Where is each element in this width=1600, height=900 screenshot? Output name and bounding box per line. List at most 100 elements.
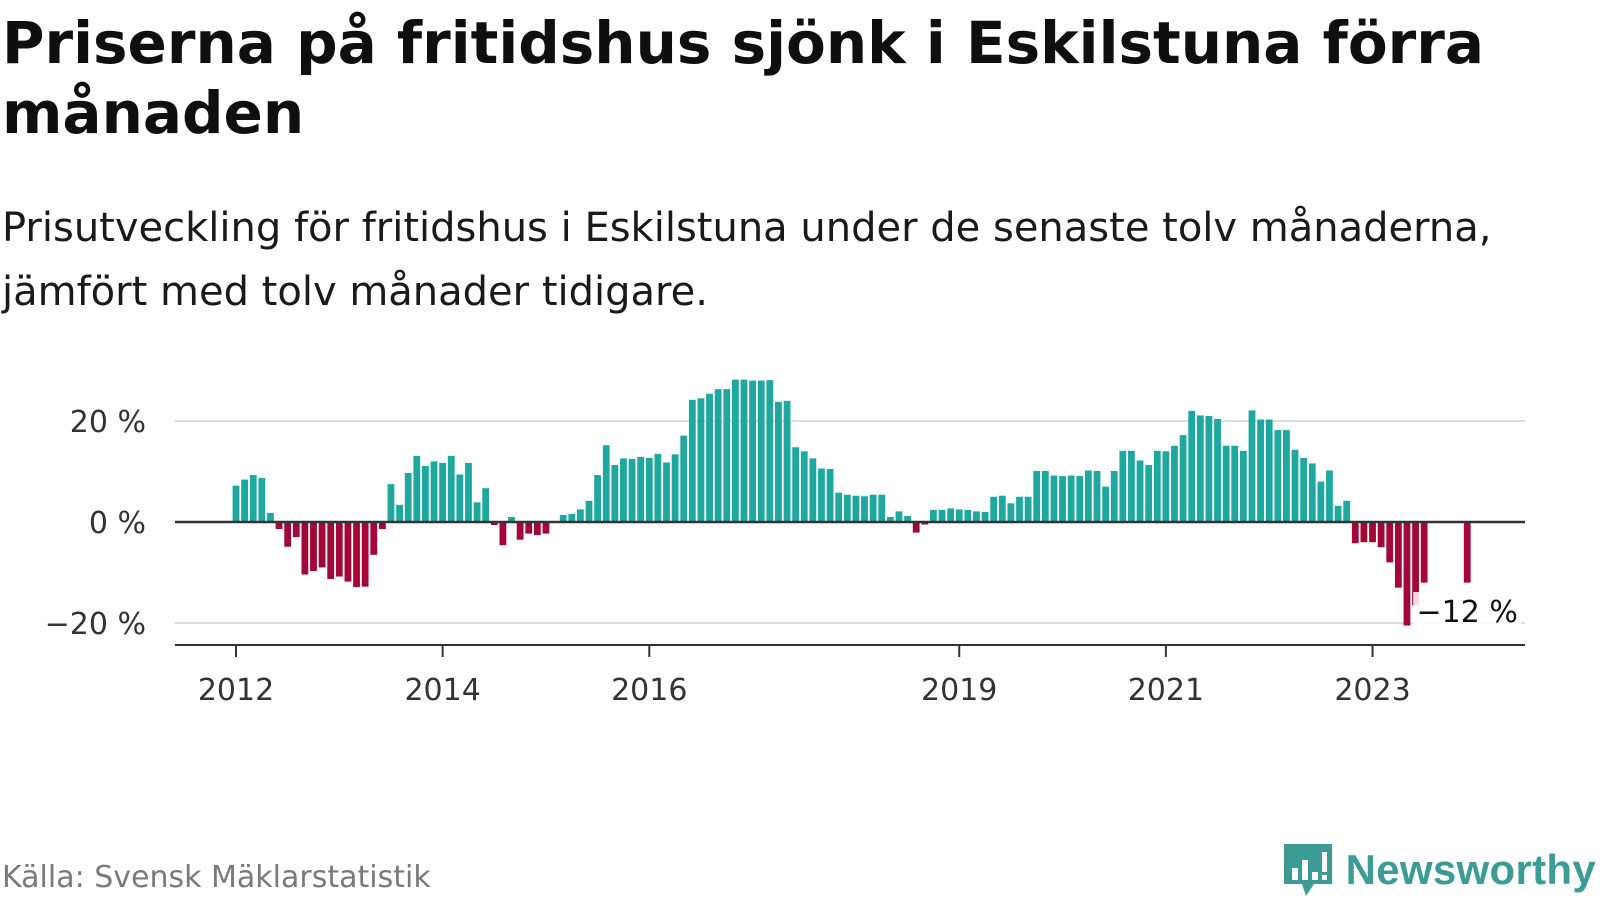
- bar: [1162, 451, 1170, 522]
- bar: [1463, 522, 1471, 583]
- bar: [912, 522, 920, 533]
- x-tick-label: 2021: [1128, 673, 1204, 708]
- x-tick-label: 2016: [611, 673, 687, 708]
- bar: [688, 399, 696, 522]
- bar: [981, 511, 989, 522]
- bar: [1179, 435, 1187, 522]
- bar: [525, 522, 533, 534]
- bar: [585, 500, 593, 522]
- bar: [1360, 522, 1368, 543]
- bar: [904, 515, 911, 522]
- bar: [559, 514, 567, 522]
- bar: [645, 457, 653, 522]
- bar: [258, 478, 266, 522]
- bar: [361, 522, 369, 587]
- bar: [1171, 445, 1178, 522]
- bar: [396, 504, 403, 522]
- bar: [473, 502, 481, 523]
- bar: [818, 468, 825, 522]
- bar: [1343, 500, 1351, 522]
- bar: [482, 488, 490, 523]
- bar: [775, 401, 782, 522]
- bar: [422, 465, 429, 522]
- bar: [1067, 475, 1075, 522]
- bar: [1016, 496, 1023, 522]
- bar: [465, 462, 472, 522]
- bar: [852, 495, 860, 522]
- bar: [706, 393, 713, 522]
- bar: [1007, 503, 1015, 522]
- bar: [878, 494, 886, 522]
- bar: [1300, 457, 1308, 522]
- bar: [990, 496, 998, 522]
- bar-chart: 20 % 0 % −20 % 2012 2014 2016 2019 2021 2023 −12 …: [45, 379, 1525, 708]
- bar: [1110, 471, 1118, 522]
- bar: [930, 509, 937, 522]
- bar: [921, 522, 929, 525]
- bar: [1205, 415, 1213, 522]
- x-tick-label: 2019: [921, 673, 997, 708]
- bar: [1257, 419, 1264, 523]
- bar: [430, 461, 438, 522]
- bar: [1102, 486, 1110, 522]
- bar: [826, 468, 834, 522]
- brand-logo: Newsworthy: [1280, 840, 1596, 900]
- bar: [232, 485, 240, 522]
- bar: [1231, 445, 1239, 522]
- bar: [843, 494, 851, 522]
- bar: [1188, 410, 1196, 522]
- bar: [947, 508, 955, 522]
- bar: [663, 462, 670, 522]
- bar: [1084, 470, 1092, 522]
- bar: [1239, 450, 1247, 522]
- bar: [292, 522, 300, 538]
- bar: [955, 509, 963, 523]
- bar: [895, 511, 903, 522]
- bar: [327, 522, 335, 580]
- bar: [637, 456, 645, 522]
- bar: [353, 522, 360, 588]
- bar: [783, 400, 791, 522]
- bar: [1377, 522, 1385, 548]
- y-tick-label: 0 %: [89, 506, 146, 541]
- bar: [370, 522, 378, 555]
- bar: [1136, 460, 1144, 522]
- bar: [1153, 450, 1161, 522]
- bar: [1308, 463, 1316, 522]
- bar: [1128, 450, 1135, 522]
- bar: [508, 516, 515, 522]
- annotation-background: [1413, 592, 1522, 628]
- bar: [697, 398, 705, 522]
- y-tick-label: −20 %: [45, 607, 146, 642]
- bar: [886, 516, 894, 522]
- bar: [1317, 481, 1325, 522]
- bar: [973, 511, 980, 522]
- chart-subtitle: Prisutveckling för fritidshus i Eskilstu…: [2, 205, 1492, 315]
- bar: [766, 380, 774, 523]
- bar: [869, 494, 877, 522]
- bar: [998, 495, 1006, 522]
- bar: [1326, 470, 1333, 522]
- bar: [1248, 410, 1256, 522]
- bar: [1420, 522, 1428, 583]
- bar: [938, 509, 946, 522]
- bar: [714, 389, 722, 522]
- bar: [516, 522, 524, 540]
- bar: [1214, 418, 1221, 522]
- bar: [1222, 445, 1230, 522]
- bar: [1196, 415, 1204, 522]
- bar: [413, 455, 421, 523]
- bar: [1351, 522, 1359, 544]
- bar: [310, 522, 317, 571]
- bar: [654, 453, 662, 522]
- bar: [1059, 476, 1066, 522]
- bar: [456, 474, 464, 522]
- bar: [439, 462, 447, 522]
- bar: [499, 522, 507, 546]
- bar: [792, 447, 800, 522]
- newsworthy-icon: [1283, 844, 1332, 896]
- x-tick-label: 2023: [1334, 673, 1410, 708]
- bar: [620, 458, 627, 522]
- bar: [404, 473, 412, 522]
- bar: [680, 435, 688, 522]
